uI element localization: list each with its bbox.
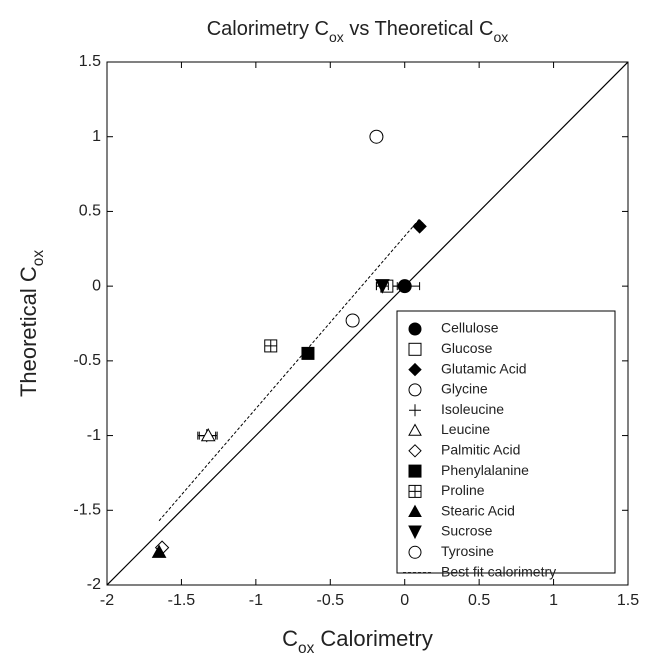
y-tick-label: -0.5 (73, 352, 101, 369)
legend-label: Phenylalanine (441, 462, 529, 478)
x-axis-label: Cox Calorimetry (282, 626, 433, 657)
chart-title: Calorimetry Cox vs Theoretical Cox (207, 18, 509, 44)
x-axis-label-part: C (282, 626, 298, 651)
fit-line (158, 218, 420, 522)
y-tick-label: 1 (92, 128, 101, 145)
legend-label: Glycine (441, 381, 488, 397)
legend-label: Glutamic Acid (441, 360, 527, 376)
chart-title-part: ox (493, 29, 508, 45)
marker (412, 219, 427, 234)
identity-line (107, 62, 628, 585)
marker (408, 342, 422, 356)
marker (408, 545, 422, 559)
marker (345, 313, 360, 328)
y-axis-label: Theoretical Cox (16, 250, 47, 397)
marker (408, 444, 422, 458)
x-tick-label: 0.5 (468, 592, 490, 609)
marker (301, 346, 315, 360)
legend-label: Cellulose (441, 320, 499, 336)
chart-title-part: ox (329, 29, 344, 45)
marker-cross (409, 485, 421, 498)
x-tick-label: 0 (400, 592, 409, 609)
marker (200, 428, 216, 442)
marker (375, 279, 390, 294)
marker-cross (264, 339, 277, 352)
legend-label: Leucine (441, 421, 490, 437)
marker (408, 362, 422, 377)
marker (408, 383, 422, 397)
y-tick-label: 0.5 (79, 203, 101, 220)
marker (408, 464, 422, 478)
marker (369, 129, 384, 144)
marker (151, 544, 167, 558)
y-tick-label: -2 (87, 576, 101, 593)
legend-label: Sucrose (441, 523, 493, 539)
legend-box (396, 310, 616, 574)
marker (408, 423, 422, 436)
y-axis-label-part: Theoretical C (16, 266, 41, 397)
chart-title-part: Calorimetry C (207, 18, 329, 40)
plot-frame (106, 61, 629, 586)
legend-label: Glucose (441, 340, 493, 356)
legend-label: Palmitic Acid (441, 442, 520, 458)
x-tick-label: -0.5 (316, 592, 344, 609)
marker (408, 525, 422, 540)
legend-label: Tyrosine (441, 543, 494, 559)
marker (409, 404, 421, 417)
y-tick-label: -1.5 (73, 502, 101, 519)
x-tick-label: -1 (249, 592, 263, 609)
legend-label: Proline (441, 482, 485, 498)
marker (408, 504, 422, 517)
chart-title-part: vs Theoretical C (344, 18, 494, 40)
legend-label: Best fit calorimetry (441, 563, 556, 579)
x-axis-label-part: ox (298, 640, 315, 657)
y-tick-label: -1 (87, 427, 101, 444)
legend-label: Stearic Acid (441, 502, 515, 518)
x-axis-label-part: Calorimetry (314, 626, 433, 651)
x-tick-label: -1.5 (168, 592, 196, 609)
y-tick-label: 1.5 (79, 53, 101, 70)
marker (397, 279, 412, 294)
y-tick-label: 0 (92, 277, 101, 294)
x-tick-label: 1 (549, 592, 558, 609)
y-axis-label-part: ox (30, 250, 47, 267)
x-tick-label: -2 (100, 592, 114, 609)
legend-label: Isoleucine (441, 401, 504, 417)
marker (408, 322, 422, 336)
x-tick-label: 1.5 (617, 592, 639, 609)
